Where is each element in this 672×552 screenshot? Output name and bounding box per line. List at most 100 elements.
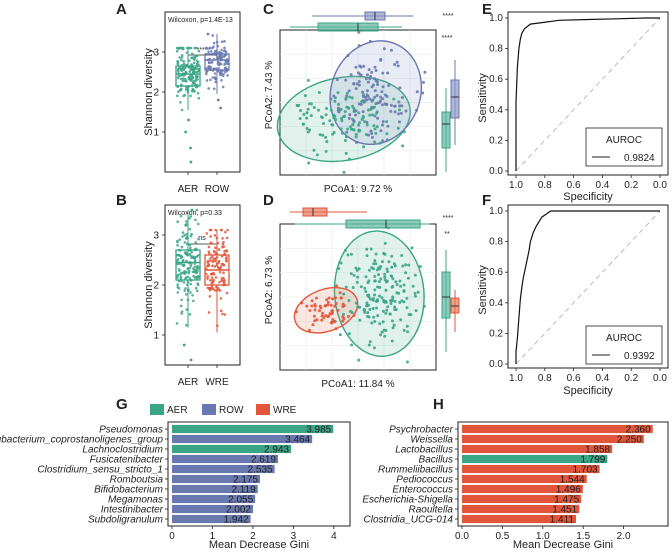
right-box-aer — [441, 111, 451, 149]
data-point — [180, 310, 184, 313]
data-point — [191, 87, 195, 91]
scatter-point — [368, 39, 372, 43]
scatter-point — [372, 262, 376, 266]
scatter-point — [344, 135, 348, 139]
panel-d: PCoA2: 6.73 % PCoA1: 11.84 % **** ** — [264, 207, 460, 390]
data-point — [214, 77, 217, 80]
data-point — [188, 227, 192, 231]
scatter-point — [302, 122, 306, 126]
data-point — [196, 265, 199, 268]
scatter-point — [398, 279, 402, 283]
data-point — [181, 271, 185, 275]
scatter-point — [379, 58, 383, 62]
data-point — [196, 222, 200, 226]
data-point — [211, 34, 215, 37]
data-point — [207, 311, 211, 314]
xtick-label: 1.0 — [536, 531, 550, 542]
scatter-point — [392, 97, 396, 101]
scatter-point — [376, 273, 380, 277]
data-point — [221, 236, 224, 240]
scatter-point — [332, 94, 336, 98]
scatter-point — [383, 241, 387, 245]
scatter-point — [404, 109, 408, 113]
scatter-point — [305, 127, 309, 131]
scatter-point — [324, 113, 328, 117]
scatter-point — [326, 300, 330, 304]
panel-c-sig-top: **** — [443, 13, 454, 20]
data-point — [189, 264, 193, 267]
scatter-point — [381, 120, 385, 124]
scatter-point — [296, 104, 300, 108]
data-point — [187, 269, 191, 273]
data-point — [207, 87, 210, 90]
scatter-point — [342, 170, 346, 174]
data-point — [206, 260, 209, 264]
outlier-point — [184, 130, 188, 134]
scatter-point — [331, 297, 335, 301]
scatter-point — [352, 314, 356, 318]
scatter-point — [357, 30, 361, 34]
category-label: Bifidobacterium — [94, 484, 163, 495]
data-point — [185, 220, 188, 223]
scatter-point — [364, 275, 368, 279]
scatter-point — [335, 284, 339, 288]
scatter-point — [396, 126, 400, 130]
scatter-point — [368, 97, 372, 101]
bar-psychrobacter — [462, 424, 653, 434]
panel-a-test-label: Wilcoxon, p=1.4E-13 — [168, 17, 233, 24]
scatter-point — [385, 132, 389, 136]
scatter-point — [348, 309, 352, 313]
panel-c-plot — [276, 11, 460, 174]
scatter-point — [309, 114, 313, 118]
panel-d-xlabel: PCoA1: 11.84 % — [321, 379, 394, 390]
scatter-point — [389, 301, 393, 305]
scatter-point — [336, 308, 340, 312]
scatter-point — [327, 296, 331, 300]
data-point — [183, 233, 186, 237]
scatter-point — [306, 78, 310, 82]
xtick-label: 0.5 — [495, 531, 509, 542]
scatter-point — [328, 119, 332, 123]
scatter-point — [300, 301, 304, 305]
panel-d-sig-right: ** — [444, 231, 450, 238]
scatter-point — [380, 123, 384, 127]
scatter-point — [303, 94, 307, 98]
scatter-point — [375, 306, 379, 310]
data-point — [214, 257, 218, 261]
panel-label-h: H — [433, 396, 444, 413]
scatter-point — [397, 108, 401, 112]
data-point — [219, 265, 223, 268]
data-point — [223, 249, 226, 253]
scatter-point — [378, 322, 382, 326]
category-label: Lachnoclostridium — [82, 444, 163, 455]
scatter-point — [352, 106, 356, 110]
scatter-point — [319, 306, 323, 310]
data-point — [180, 53, 184, 57]
scatter-point — [411, 284, 415, 288]
data-point — [224, 230, 227, 234]
scatter-point — [368, 77, 372, 81]
panel-a-xtick-row: ROW — [205, 184, 230, 195]
category-label: Rummeliibacillus — [378, 464, 453, 475]
ellipse-aer — [276, 75, 411, 163]
scatter-point — [351, 123, 355, 127]
scatter-point — [370, 135, 374, 139]
scatter-point — [347, 315, 351, 319]
scatter-point — [332, 116, 336, 120]
data-point — [209, 278, 212, 282]
scatter-point — [413, 273, 417, 277]
scatter-point — [336, 106, 340, 110]
scatter-point — [323, 304, 327, 308]
scatter-point — [359, 73, 363, 77]
scatter-point — [373, 274, 377, 278]
scatter-point — [330, 123, 334, 127]
data-point — [212, 41, 216, 45]
scatter-point — [326, 315, 330, 319]
data-point — [185, 79, 188, 83]
data-point — [194, 241, 198, 244]
xtick-label: 0.6 — [567, 373, 581, 384]
scatter-point — [390, 285, 394, 289]
scatter-point — [329, 108, 333, 112]
data-point — [222, 240, 225, 244]
